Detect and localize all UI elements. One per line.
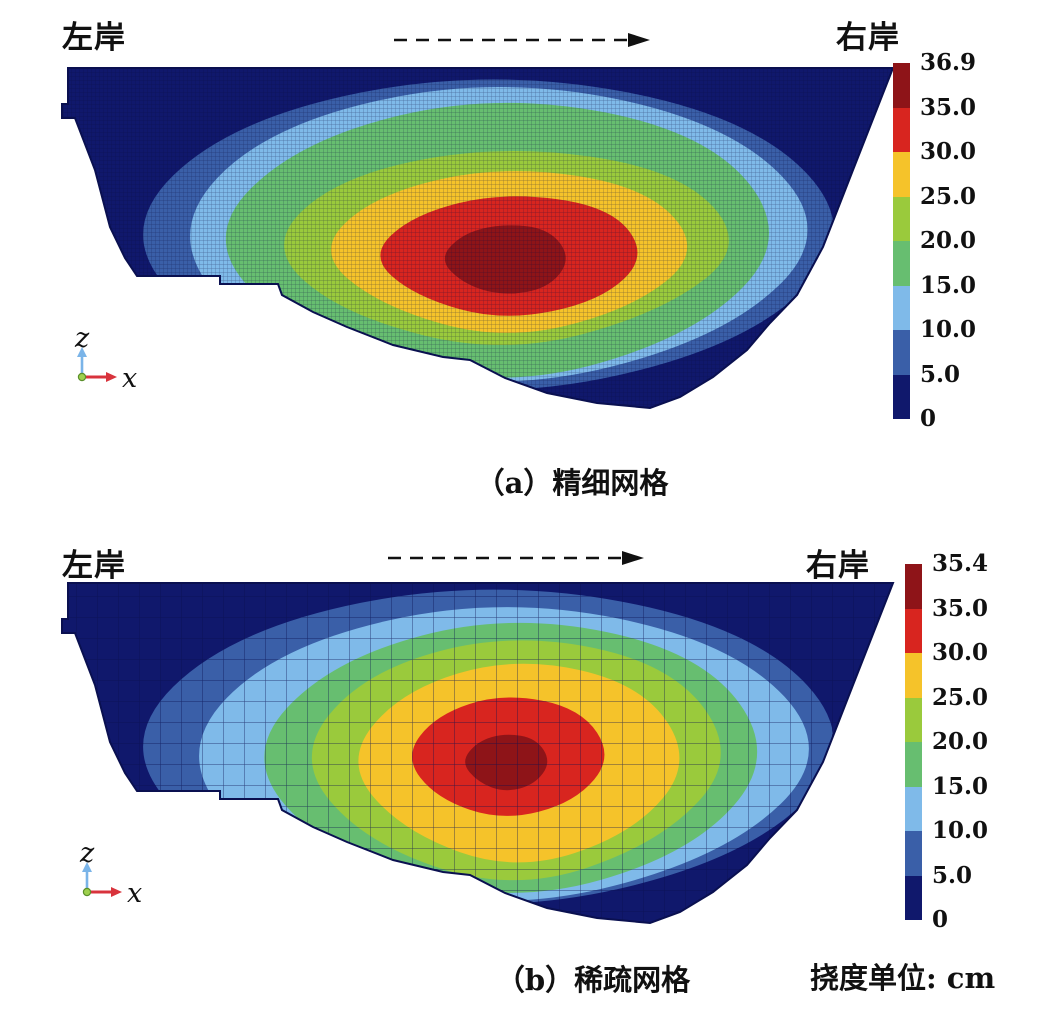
colorbar-tick-label: 35.0 (920, 93, 977, 121)
panel-b-axis-triad-icon: z x (79, 840, 142, 909)
colorbar-bar (905, 564, 922, 920)
colorbar-segment (893, 374, 910, 419)
mesh-grid-overlay (62, 68, 893, 408)
dam-outline (61, 582, 895, 925)
x-axis-arrowhead-icon (111, 887, 122, 897)
colorbar-tick-label: 5.0 (932, 861, 973, 889)
colorbar-segment (893, 285, 910, 330)
panel-b-flow-direction-arrow-icon (388, 551, 644, 565)
panel-b-left-bank-label: 左岸 (62, 548, 126, 584)
panel-a-contour-plot (61, 67, 895, 410)
z-axis-label: z (74, 325, 90, 354)
colorbar-segment (905, 831, 922, 876)
colorbar-segment (893, 152, 910, 197)
colorbar-tick-label: 35.4 (932, 550, 989, 577)
colorbar-tick-label: 30.0 (932, 639, 989, 666)
colorbar-segment (905, 786, 922, 831)
colorbar-tick-label: 20.0 (932, 728, 989, 755)
colorbar-segment (893, 330, 910, 375)
colorbar-segment (905, 608, 922, 653)
panel-a-left-bank-label: 左岸 (62, 20, 126, 56)
contour-field (62, 68, 893, 408)
colorbar-segment (893, 241, 910, 286)
colorbar-tick-label: 15.0 (920, 271, 977, 299)
mesh-grid-overlay (62, 583, 893, 923)
colorbar-segment (905, 653, 922, 698)
colorbar-tick-label: 15.0 (932, 772, 989, 800)
colorbar-tick-label: 10.0 (920, 316, 977, 343)
z-axis-label: z (79, 840, 95, 869)
colorbar-tick-label: 0 (932, 906, 949, 933)
dam-outline (61, 67, 895, 410)
contour-field (62, 583, 893, 923)
colorbar-tick-label: 36.9 (920, 49, 977, 76)
origin-dot-icon (82, 887, 92, 897)
colorbar-tick-label: 25.0 (932, 683, 989, 711)
colorbar-segment (905, 742, 922, 787)
panel-b-right-bank-label: 右岸 (806, 548, 870, 584)
colorbar-segment (905, 697, 922, 742)
z-axis-arrowhead-icon (82, 862, 92, 872)
colorbar-segment (893, 107, 910, 152)
panel-a-colorbar: 36.9 35.0 30.0 25.0 20.0 15.0 10.0 5.0 0 (893, 51, 1013, 443)
colorbar-segment (893, 63, 910, 108)
colorbar-segment (893, 196, 910, 241)
colorbar-tick-label: 5.0 (920, 360, 961, 388)
colorbar-tick-label: 30.0 (920, 138, 977, 165)
dashed-arrow-head (622, 551, 644, 565)
colorbar-segment (905, 564, 922, 609)
z-axis-arrowhead-icon (77, 347, 87, 357)
colorbar-tick-label: 25.0 (920, 182, 977, 210)
panel-a-caption: （a）精细网格 (475, 466, 669, 500)
colorbar-segment (905, 875, 922, 920)
dashed-arrow-head (628, 33, 650, 47)
colorbar-tick-label: 0 (920, 405, 937, 432)
panel-b-caption: （b）稀疏网格 (495, 963, 691, 997)
colorbar-tick-label: 10.0 (932, 817, 989, 844)
panel-a-flow-direction-arrow-icon (394, 33, 650, 47)
x-axis-label: x (122, 363, 137, 394)
colorbar-tick-label: 35.0 (932, 594, 989, 622)
origin-dot-icon (77, 372, 87, 382)
panel-a-right-bank-label: 右岸 (836, 20, 900, 56)
x-axis-arrowhead-icon (106, 372, 117, 382)
panel-a-axis-triad-icon: z x (74, 325, 137, 394)
panel-b-contour-plot (61, 582, 895, 925)
colorbar-bar (893, 63, 910, 419)
x-axis-label: x (127, 878, 142, 909)
panel-b-colorbar: 35.4 35.0 30.0 25.0 20.0 15.0 10.0 5.0 0 (905, 552, 1025, 944)
unit-label: 挠度单位: cm (810, 961, 996, 995)
colorbar-tick-label: 20.0 (920, 227, 977, 254)
